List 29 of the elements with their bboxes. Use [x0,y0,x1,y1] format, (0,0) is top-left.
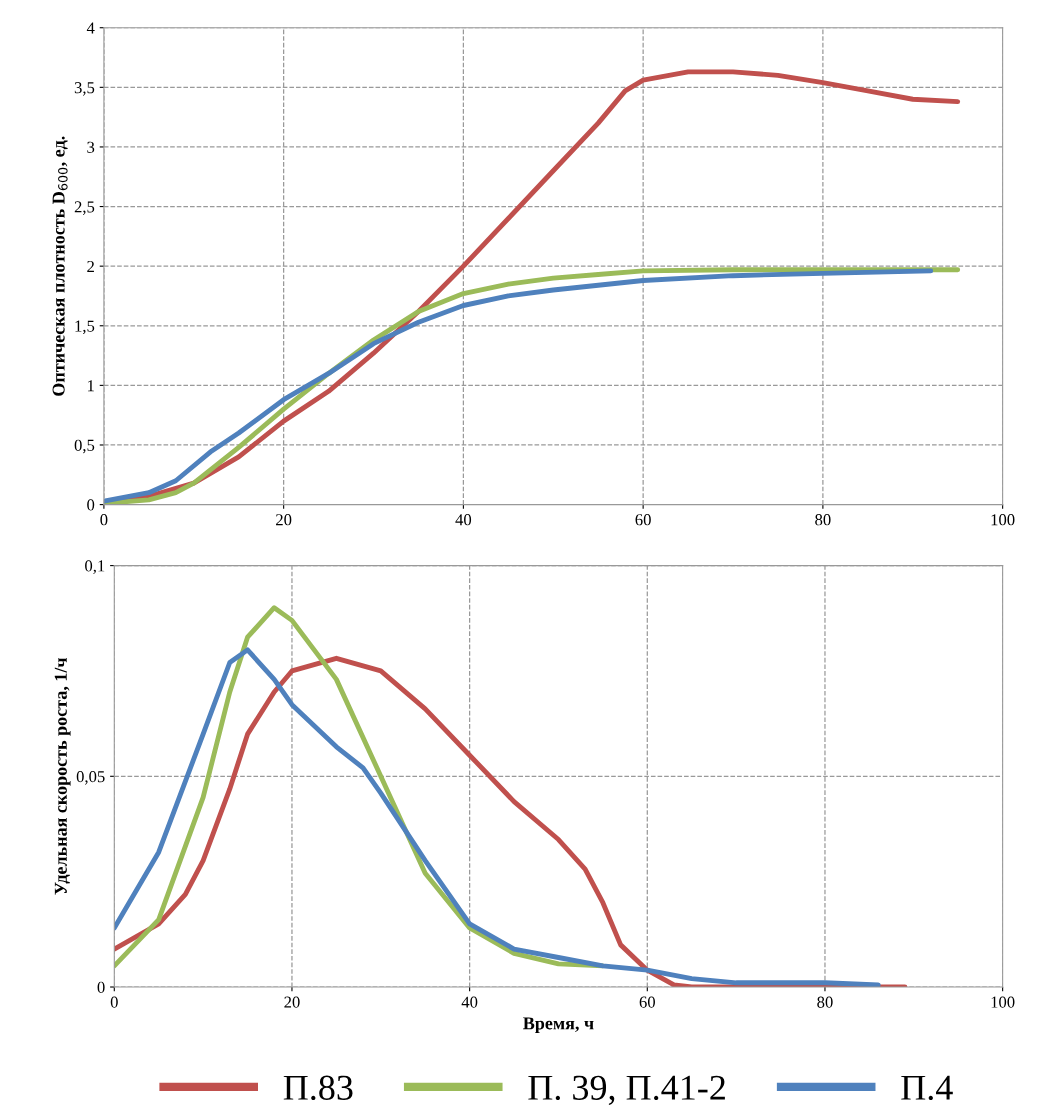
y-axis-title: Удельная скорость роста, 1/ч [54,657,71,895]
y-tick-label: 0 [97,981,105,993]
y-axis-title: Оптическая плотность D$_{600}$, ед. [52,136,68,396]
legend-label: П.83 [283,1075,353,1101]
y-tick-label: 4 [86,22,95,34]
x-tick-label: 80 [815,514,831,526]
x-tick-label: 60 [639,996,655,1008]
y-tick-label: 0 [87,499,95,511]
legend-label: П. 39, П.41-2 [528,1075,725,1106]
y-tick-label: 2 [87,260,94,272]
y-tick-label: 3 [87,141,95,153]
x-tick-label: 0 [110,996,118,1008]
y-tick-label: 0,1 [85,560,105,574]
x-tick-label: 40 [455,514,472,526]
y-tick-label: 0,5 [74,439,95,454]
y-tick-label: 1 [88,380,94,392]
x-tick-label: 100 [991,514,1015,526]
y-tick-label: 1,5 [75,320,95,335]
y-tick-label: 2,5 [74,201,95,215]
legend-label: П.4 [901,1075,953,1101]
x-tick-label: 40 [461,996,478,1008]
x-tick-label: 80 [817,996,833,1008]
y-tick-label: 3,5 [74,82,95,96]
x-tick-label: 20 [284,996,300,1008]
x-tick-label: 20 [276,514,292,526]
x-tick-label: 60 [635,514,651,526]
x-tick-label: 100 [991,996,1015,1008]
y-tick-label: 0,05 [76,771,105,785]
x-axis-title: Время, ч [523,1017,594,1034]
